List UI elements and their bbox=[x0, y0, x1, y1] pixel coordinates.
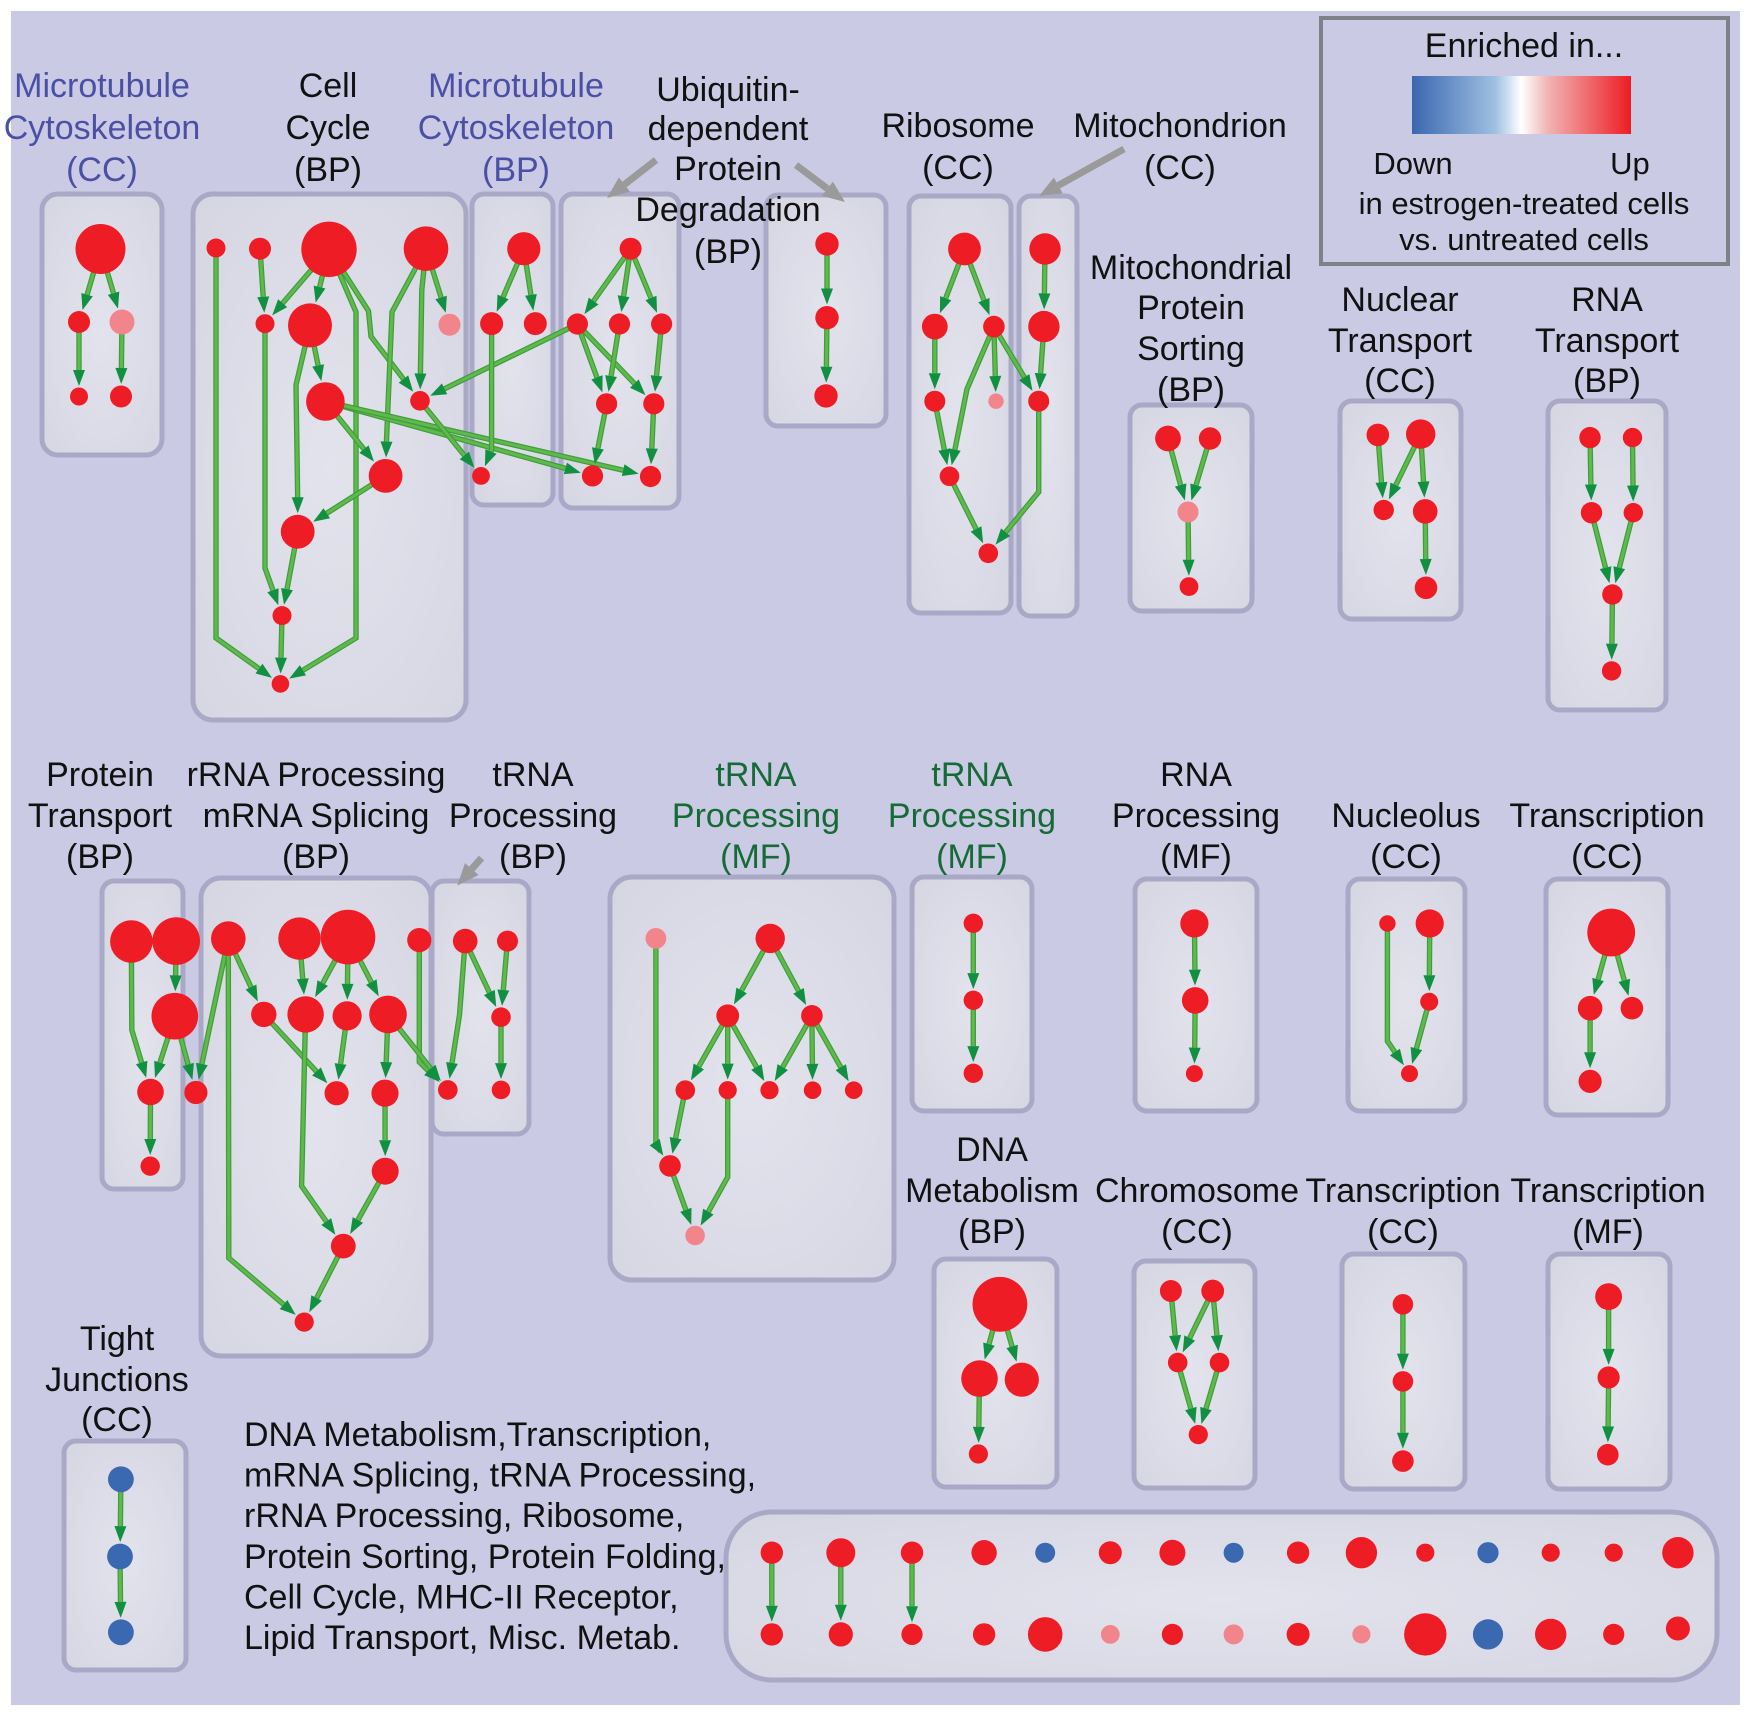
svg-text:Protein: Protein bbox=[674, 150, 782, 188]
svg-text:(CC): (CC) bbox=[1571, 838, 1643, 876]
svg-text:(CC): (CC) bbox=[922, 149, 994, 187]
svg-text:Transport: Transport bbox=[28, 797, 173, 835]
svg-text:(CC): (CC) bbox=[1161, 1213, 1233, 1251]
svg-text:tRNA: tRNA bbox=[931, 756, 1013, 794]
svg-text:Nuclear: Nuclear bbox=[1341, 281, 1458, 319]
svg-text:Tight: Tight bbox=[80, 1320, 155, 1358]
svg-text:Microtubule: Microtubule bbox=[428, 67, 604, 105]
svg-text:(MF): (MF) bbox=[936, 838, 1008, 876]
svg-text:(MF): (MF) bbox=[1160, 838, 1232, 876]
svg-text:vs. untreated cells: vs. untreated cells bbox=[1399, 222, 1649, 257]
svg-text:Lipid Transport, Misc. Metab.: Lipid Transport, Misc. Metab. bbox=[244, 1619, 681, 1657]
svg-text:DNA: DNA bbox=[956, 1131, 1028, 1169]
svg-text:Down: Down bbox=[1373, 146, 1452, 181]
svg-text:Processing: Processing bbox=[888, 797, 1056, 835]
svg-text:Cell: Cell bbox=[299, 67, 358, 105]
svg-text:(BP): (BP) bbox=[66, 838, 134, 876]
svg-text:Processing: Processing bbox=[1112, 797, 1280, 835]
svg-text:Cell Cycle, MHC-II Receptor,: Cell Cycle, MHC-II Receptor, bbox=[244, 1578, 679, 1616]
svg-text:Protein: Protein bbox=[1137, 289, 1245, 327]
svg-text:DNA Metabolism,Transcription,: DNA Metabolism,Transcription, bbox=[244, 1416, 711, 1454]
svg-text:(MF): (MF) bbox=[720, 838, 792, 876]
svg-text:Microtubule: Microtubule bbox=[14, 67, 190, 105]
svg-text:(CC): (CC) bbox=[1144, 149, 1216, 187]
svg-text:(BP): (BP) bbox=[282, 838, 350, 876]
svg-text:Protein: Protein bbox=[46, 756, 154, 794]
svg-text:Protein Sorting, Protein Foldi: Protein Sorting, Protein Folding, bbox=[244, 1538, 726, 1576]
svg-text:Transport: Transport bbox=[1535, 322, 1680, 360]
svg-text:(BP): (BP) bbox=[482, 151, 550, 189]
svg-text:(BP): (BP) bbox=[1157, 371, 1225, 409]
svg-text:Sorting: Sorting bbox=[1137, 330, 1245, 368]
svg-text:Ubiquitin-: Ubiquitin- bbox=[656, 71, 800, 109]
svg-text:rRNA Processing: rRNA Processing bbox=[187, 756, 446, 794]
svg-text:Junctions: Junctions bbox=[45, 1361, 189, 1399]
svg-text:dependent: dependent bbox=[648, 110, 809, 148]
svg-text:(CC): (CC) bbox=[1367, 1213, 1439, 1251]
svg-text:Cytoskeleton: Cytoskeleton bbox=[418, 109, 615, 147]
svg-text:(BP): (BP) bbox=[694, 233, 762, 271]
svg-text:tRNA: tRNA bbox=[715, 756, 797, 794]
svg-text:Transport: Transport bbox=[1328, 322, 1473, 360]
svg-text:(CC): (CC) bbox=[81, 1401, 153, 1439]
svg-text:(BP): (BP) bbox=[958, 1213, 1026, 1251]
svg-text:Nucleolus: Nucleolus bbox=[1331, 797, 1480, 835]
svg-text:Ribosome: Ribosome bbox=[881, 107, 1034, 145]
svg-text:Mitochondrion: Mitochondrion bbox=[1073, 107, 1287, 145]
svg-text:(CC): (CC) bbox=[66, 151, 138, 189]
svg-text:Processing: Processing bbox=[672, 797, 840, 835]
svg-text:(BP): (BP) bbox=[499, 838, 567, 876]
svg-text:mRNA Splicing: mRNA Splicing bbox=[203, 797, 430, 835]
svg-text:RNA: RNA bbox=[1160, 756, 1232, 794]
svg-text:Mitochondrial: Mitochondrial bbox=[1090, 249, 1292, 287]
svg-text:Metabolism: Metabolism bbox=[905, 1172, 1079, 1210]
svg-text:Cytoskeleton: Cytoskeleton bbox=[4, 109, 201, 147]
svg-text:(MF): (MF) bbox=[1572, 1213, 1644, 1251]
svg-text:Enriched in...: Enriched in... bbox=[1425, 27, 1623, 65]
svg-text:rRNA Processing, Ribosome,: rRNA Processing, Ribosome, bbox=[244, 1497, 684, 1535]
svg-text:tRNA: tRNA bbox=[492, 756, 574, 794]
svg-text:Transcription: Transcription bbox=[1509, 797, 1704, 835]
svg-text:Transcription: Transcription bbox=[1510, 1172, 1705, 1210]
svg-text:Chromosome: Chromosome bbox=[1095, 1172, 1299, 1210]
svg-text:Cycle: Cycle bbox=[285, 109, 370, 147]
svg-text:(CC): (CC) bbox=[1370, 838, 1442, 876]
svg-text:Processing: Processing bbox=[449, 797, 617, 835]
svg-text:Up: Up bbox=[1610, 146, 1650, 181]
svg-text:mRNA Splicing, tRNA Processing: mRNA Splicing, tRNA Processing, bbox=[244, 1457, 756, 1495]
svg-text:(BP): (BP) bbox=[1573, 362, 1641, 400]
svg-text:in estrogen-treated cells: in estrogen-treated cells bbox=[1359, 186, 1690, 221]
svg-text:(CC): (CC) bbox=[1364, 362, 1436, 400]
svg-text:Degradation: Degradation bbox=[635, 191, 820, 229]
svg-text:Transcription: Transcription bbox=[1305, 1172, 1500, 1210]
svg-text:(BP): (BP) bbox=[294, 151, 362, 189]
svg-text:RNA: RNA bbox=[1571, 281, 1643, 319]
